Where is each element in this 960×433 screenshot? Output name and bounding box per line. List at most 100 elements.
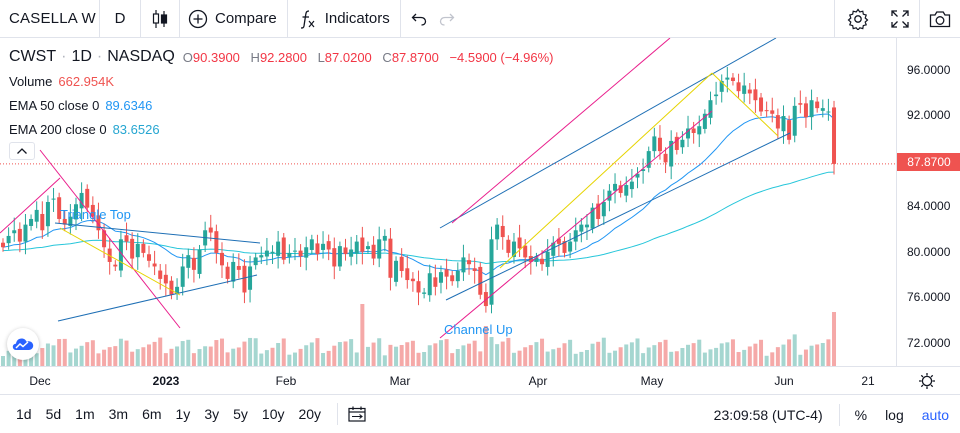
candle-body	[382, 235, 387, 241]
candle-body	[118, 239, 123, 271]
triangle-top-label[interactable]: Triangle Top	[60, 207, 131, 222]
auto-scale-toggle[interactable]: auto	[921, 406, 949, 423]
range-3y-button[interactable]: 3y	[204, 406, 220, 422]
timezone-clock[interactable]: 23:09:58 (UTC-4)	[713, 406, 823, 423]
candle-body	[747, 89, 752, 94]
legend-volume-row[interactable]: Volume 662.954K	[9, 69, 554, 93]
volume-bar	[57, 339, 62, 366]
time-axis[interactable]: Dec 2023 Feb Mar Apr May Jun 21	[0, 366, 960, 394]
candle-body	[45, 202, 50, 227]
volume-bar	[248, 337, 253, 366]
volume-bar	[422, 352, 427, 366]
chart-canvas[interactable]	[0, 37, 896, 366]
time-tick: Feb	[275, 374, 297, 388]
volume-bar	[118, 338, 123, 366]
legend-collapse-button[interactable]	[9, 142, 35, 160]
volume-bar	[815, 344, 820, 366]
volume-bar	[337, 342, 342, 366]
candle-body	[787, 120, 792, 140]
volume-bar	[208, 346, 213, 366]
volume-bar	[478, 351, 483, 366]
indicators-button[interactable]: Indicators	[288, 0, 400, 38]
volume-bar	[798, 354, 803, 366]
volume-bar	[298, 348, 303, 366]
candle-body	[264, 250, 269, 257]
calendar-range-icon	[348, 406, 366, 422]
range-6m-button[interactable]: 6m	[142, 406, 162, 422]
divider	[179, 0, 180, 38]
volume-bar	[444, 339, 449, 366]
volume-bar	[405, 342, 410, 366]
candle-body	[29, 218, 34, 226]
chart-pane[interactable]	[0, 37, 896, 366]
go-to-date-button[interactable]	[348, 406, 366, 422]
volume-bar	[702, 352, 707, 366]
candle-body	[197, 249, 202, 274]
volume-bar	[253, 338, 258, 366]
volume-bar	[85, 342, 90, 366]
candle-body	[292, 250, 297, 252]
price-axis[interactable]: 96.0000 92.0000 84.0000 80.0000 76.0000 …	[896, 38, 960, 366]
chart-legend: CWST · 1D · NASDAQ O90.3900 H92.2800 L87…	[9, 45, 554, 141]
range-1y-button[interactable]: 1y	[175, 406, 191, 422]
candle-body	[568, 241, 573, 252]
volume-bar	[130, 351, 135, 366]
volume-bar	[579, 351, 584, 366]
tradingview-logo[interactable]	[7, 328, 39, 360]
range-5y-button[interactable]: 5y	[233, 406, 248, 422]
volume-bar	[203, 346, 208, 366]
volume-bar	[388, 344, 393, 366]
chart-type-button[interactable]	[141, 0, 179, 38]
candle-body	[657, 137, 662, 152]
range-1m-button[interactable]: 1m	[75, 406, 95, 422]
camera-icon	[929, 11, 951, 28]
volume-bar	[826, 339, 831, 366]
channel-upper-line	[439, 37, 777, 229]
candle-body	[708, 100, 713, 118]
candle-body	[175, 286, 180, 294]
volume-bar	[158, 337, 163, 366]
volume-bar	[371, 342, 376, 366]
volume-bar	[281, 338, 286, 366]
redo-button[interactable]	[433, 0, 461, 38]
candle-body	[73, 204, 78, 220]
range-1d-button[interactable]: 1d	[16, 406, 32, 422]
candle-body	[259, 255, 264, 258]
percent-scale-toggle[interactable]: %	[854, 406, 868, 423]
interval-button[interactable]: D	[114, 10, 126, 27]
volume-bar	[528, 345, 533, 366]
axis-settings-button[interactable]	[918, 372, 936, 395]
volume-bar	[759, 339, 764, 366]
divider	[399, 0, 401, 38]
settings-button[interactable]	[835, 0, 881, 38]
symbol-search-button[interactable]: CASELLA W	[9, 10, 96, 27]
candle-body	[17, 228, 22, 242]
redo-icon	[439, 13, 455, 26]
candle-body	[691, 128, 696, 134]
candle-body	[304, 247, 309, 258]
range-20y-button[interactable]: 20y	[298, 406, 322, 422]
time-tick: Mar	[389, 374, 411, 388]
range-5d-button[interactable]: 5d	[45, 406, 62, 422]
indicators-label: Indicators	[324, 10, 390, 27]
log-scale-toggle[interactable]: log	[885, 406, 904, 423]
snapshot-button[interactable]	[920, 0, 960, 38]
legend-ema50-row[interactable]: EMA 50 close 0 89.6346	[9, 93, 554, 117]
volume-bar	[360, 304, 365, 366]
channel-up-label[interactable]: Channel Up	[444, 322, 513, 337]
undo-button[interactable]	[405, 0, 433, 38]
legend-ema200-row[interactable]: EMA 200 close 0 83.6526	[9, 117, 554, 141]
legend-main-row: CWST · 1D · NASDAQ O90.3900 H92.2800 L87…	[9, 48, 554, 65]
range-10y-button[interactable]: 10y	[261, 406, 285, 422]
divider	[99, 0, 100, 38]
time-tick: Dec	[29, 374, 51, 388]
volume-bar	[197, 349, 202, 366]
candle-body	[12, 230, 17, 234]
volume-bar	[1, 356, 5, 366]
range-3m-button[interactable]: 3m	[108, 406, 129, 422]
candle-body	[798, 103, 803, 105]
candle-body	[669, 140, 674, 167]
volume-bar	[568, 339, 573, 366]
compare-button[interactable]: Compare	[180, 0, 287, 38]
fullscreen-button[interactable]	[881, 0, 919, 38]
